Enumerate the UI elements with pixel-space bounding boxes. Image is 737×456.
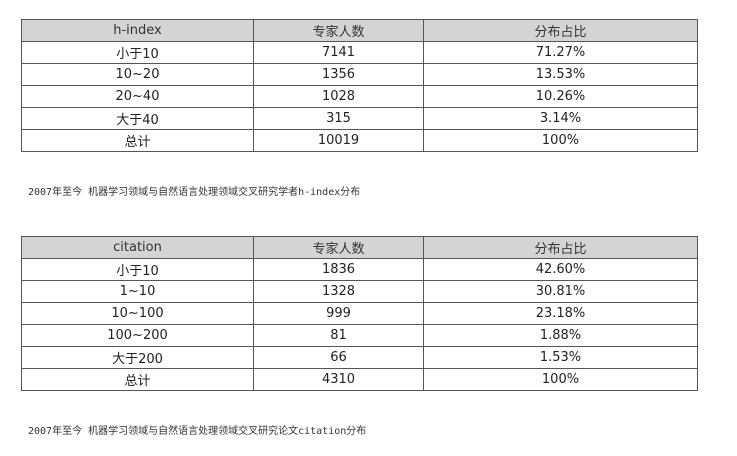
- table-header: citation 专家人数 分布占比: [21, 236, 698, 259]
- table-row: 10~100 999 23.18%: [21, 302, 698, 325]
- count-cell: 1836: [253, 258, 424, 281]
- share-cell: 1.53%: [423, 346, 698, 369]
- table-row: 小于10 1836 42.60%: [21, 258, 698, 281]
- column-header-h-index: h-index: [21, 19, 254, 42]
- column-header-expert-count: 专家人数: [253, 236, 424, 259]
- count-cell: 1356: [253, 63, 424, 86]
- count-cell: 1328: [253, 280, 424, 303]
- table-header: h-index 专家人数 分布占比: [21, 19, 698, 42]
- share-cell: 23.18%: [423, 302, 698, 325]
- h-index-distribution-table: h-index 专家人数 分布占比 小于10 7141 71.27% 10~20…: [21, 19, 698, 152]
- range-cell: 10~20: [21, 63, 254, 86]
- column-header-citation: citation: [21, 236, 254, 259]
- range-cell: 总计: [21, 129, 254, 152]
- table-row: 大于40 315 3.14%: [21, 107, 698, 130]
- table-row: 20~40 1028 10.26%: [21, 85, 698, 108]
- table-header-row: citation 专家人数 分布占比: [21, 236, 698, 259]
- share-cell: 42.60%: [423, 258, 698, 281]
- table-total-row: 总计 10019 100%: [21, 129, 698, 152]
- h-index-table-caption: 2007年至今 机器学习领域与自然语言处理领域交叉研究学者h-index分布: [28, 187, 361, 198]
- range-cell: 10~100: [21, 302, 254, 325]
- share-cell: 30.81%: [423, 280, 698, 303]
- count-cell: 7141: [253, 41, 424, 64]
- share-cell: 100%: [423, 368, 698, 391]
- range-cell: 小于10: [21, 41, 254, 64]
- range-cell: 总计: [21, 368, 254, 391]
- count-cell: 10019: [253, 129, 424, 152]
- table-row: 大于200 66 1.53%: [21, 346, 698, 369]
- range-cell: 20~40: [21, 85, 254, 108]
- share-cell: 1.88%: [423, 324, 698, 347]
- share-cell: 3.14%: [423, 107, 698, 130]
- count-cell: 66: [253, 346, 424, 369]
- count-cell: 315: [253, 107, 424, 130]
- column-header-expert-count: 专家人数: [253, 19, 424, 42]
- citation-table-caption: 2007年至今 机器学习领域与自然语言处理领域交叉研究论文citation分布: [28, 426, 367, 437]
- table-row: 1~10 1328 30.81%: [21, 280, 698, 303]
- share-cell: 13.53%: [423, 63, 698, 86]
- share-cell: 10.26%: [423, 85, 698, 108]
- column-header-share: 分布占比: [423, 19, 698, 42]
- table-row: 10~20 1356 13.53%: [21, 63, 698, 86]
- table-row: 小于10 7141 71.27%: [21, 41, 698, 64]
- count-cell: 81: [253, 324, 424, 347]
- count-cell: 1028: [253, 85, 424, 108]
- range-cell: 1~10: [21, 280, 254, 303]
- table-row: 100~200 81 1.88%: [21, 324, 698, 347]
- range-cell: 大于200: [21, 346, 254, 369]
- count-cell: 999: [253, 302, 424, 325]
- range-cell: 大于40: [21, 107, 254, 130]
- share-cell: 71.27%: [423, 41, 698, 64]
- share-cell: 100%: [423, 129, 698, 152]
- table-header-row: h-index 专家人数 分布占比: [21, 19, 698, 42]
- table-total-row: 总计 4310 100%: [21, 368, 698, 391]
- count-cell: 4310: [253, 368, 424, 391]
- citation-distribution-table: citation 专家人数 分布占比 小于10 1836 42.60% 1~10…: [21, 236, 698, 391]
- range-cell: 小于10: [21, 258, 254, 281]
- column-header-share: 分布占比: [423, 236, 698, 259]
- range-cell: 100~200: [21, 324, 254, 347]
